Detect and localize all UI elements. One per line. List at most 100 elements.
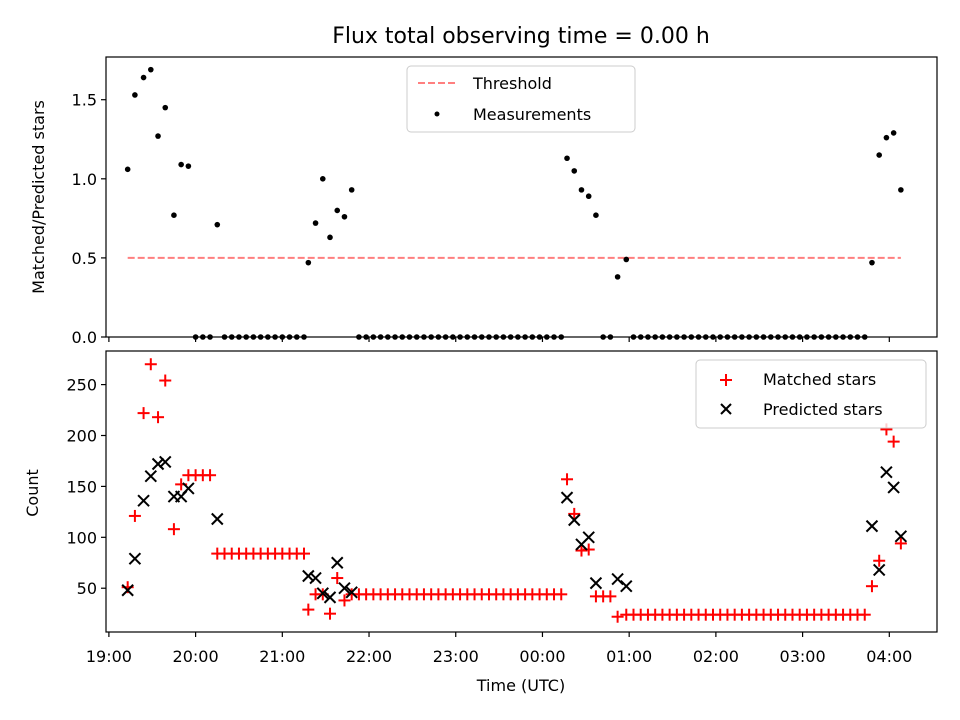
predicted-star-point	[211, 512, 224, 526]
predicted-star-point	[894, 530, 908, 543]
predicted-star-point	[338, 582, 351, 595]
predicted-star-point	[309, 571, 322, 585]
ratio-y-axis: 0.0 0.5 1.0 1.5	[72, 91, 106, 347]
count-y-tick-label: 200	[66, 427, 97, 446]
predicted-star-point	[880, 465, 893, 479]
matched-star-point	[152, 411, 165, 424]
matched-star-point	[324, 607, 337, 620]
matched-star-point	[297, 547, 310, 560]
predicted-star-point	[611, 572, 624, 586]
measurement-point	[214, 221, 221, 228]
matched-star-point	[137, 407, 150, 420]
measurement-point	[171, 212, 177, 218]
ratio-plot-frame	[105, 56, 938, 338]
measurements-legend-label: Measurements	[473, 105, 591, 124]
count-x-tick-label: 00:00	[519, 647, 565, 666]
matched-star-point	[604, 590, 617, 603]
matched-star-point	[582, 543, 595, 556]
count-x-tick-label: 04:00	[866, 647, 912, 666]
count-x-tick-label: 20:00	[173, 647, 219, 666]
ratio-y-tick-label: 1.5	[72, 91, 97, 110]
measurement-point	[571, 168, 578, 174]
measurement-point	[883, 134, 890, 141]
count-x-axis: 19:00 20:00 21:00 22:00 23:00 00:00 01:00 02:00…	[86, 632, 912, 666]
predicted-star-point	[121, 584, 134, 597]
count-legend-box	[695, 359, 927, 429]
matched-star-point	[611, 610, 624, 623]
count-x-tick-label: 03:00	[780, 647, 826, 666]
ratio-legend-box	[406, 65, 636, 133]
predicted-star-point	[568, 513, 581, 527]
measurement-point	[155, 133, 161, 139]
matched-star-point	[873, 554, 886, 567]
predicted-star-point	[128, 552, 142, 565]
matched-star-point	[887, 435, 900, 448]
matched-star-point	[561, 473, 574, 486]
ratio-y-tick-label: 0.0	[72, 328, 97, 347]
count-y-tick-label: 50	[77, 579, 97, 598]
measurement-point	[140, 74, 147, 81]
measurement-point	[898, 187, 904, 193]
matched-star-point	[159, 374, 172, 387]
measurement-point	[890, 130, 897, 136]
measurement-point	[578, 187, 585, 193]
predicted-star-point	[560, 491, 574, 504]
count-legend: Matched stars Predicted stars	[695, 359, 927, 429]
matched-star-point	[167, 523, 180, 536]
matched-star-point	[894, 537, 907, 550]
count-y-tick-label: 250	[66, 376, 97, 395]
matched-star-point	[302, 603, 315, 616]
predicted-star-point	[887, 481, 900, 494]
matched-star-point	[865, 580, 878, 593]
matched-star-point	[338, 594, 351, 607]
predicted-star-point	[620, 579, 633, 593]
ratio-panel: 0.0 0.5 1.0 1.5 Matched/Predicted stars Thr…	[29, 56, 938, 347]
predicted-star-point	[316, 587, 329, 600]
measurement-point	[185, 163, 192, 169]
measurements-legend-swatch	[434, 111, 440, 117]
predicted-star-point	[144, 470, 158, 483]
measurement-point	[614, 274, 621, 280]
measurement-point	[312, 220, 319, 226]
measurement-point	[178, 161, 184, 168]
predicted-star-point	[865, 519, 879, 533]
matched-star-point	[858, 608, 871, 621]
count-plot-frame	[105, 350, 938, 633]
measurement-point	[341, 213, 348, 220]
measurement-point	[623, 256, 630, 263]
matched-star-point	[144, 358, 157, 371]
count-y-axis: 50 100 150 200 250	[66, 376, 106, 598]
measurement-point	[162, 104, 169, 111]
count-x-axis-label: Time (UTC)	[476, 676, 565, 695]
measurement-point	[319, 176, 326, 182]
measurement-point	[327, 234, 333, 241]
predicted-star-point	[302, 569, 315, 583]
predicted-star-point	[589, 576, 603, 590]
count-x-tick-label: 02:00	[693, 647, 739, 666]
matched-legend-label: Matched stars	[763, 370, 876, 389]
measurement-point	[876, 152, 882, 158]
threshold-legend-label: Threshold	[472, 74, 552, 93]
measurement-point	[564, 155, 570, 162]
count-y-tick-label: 150	[66, 477, 97, 496]
chart-title: Flux total observing time = 0.00 h	[332, 24, 710, 49]
predicted-star-point	[182, 482, 195, 495]
count-y-tick-label: 100	[66, 528, 97, 547]
predicted-star-point	[151, 457, 165, 471]
matched-legend-swatch	[720, 374, 732, 386]
matched-star-point	[204, 469, 217, 482]
measurement-point	[593, 212, 599, 218]
ratio-y-tick-label: 1.0	[72, 170, 97, 189]
predicted-star-point	[323, 591, 337, 604]
ratio-y-tick-label: 0.5	[72, 249, 97, 268]
ratio-legend: Threshold Measurements	[406, 65, 636, 133]
count-x-tick-label: 21:00	[259, 647, 305, 666]
measurement-point	[148, 66, 154, 73]
predicted-star-point	[872, 563, 886, 577]
matched-star-point	[575, 544, 588, 557]
measurement-point	[132, 92, 138, 98]
count-y-axis-label: Count	[23, 469, 42, 517]
predicted-star-point	[331, 556, 344, 569]
ratio-y-axis-label: Matched/Predicted stars	[29, 100, 48, 294]
measurement-point	[334, 207, 341, 214]
